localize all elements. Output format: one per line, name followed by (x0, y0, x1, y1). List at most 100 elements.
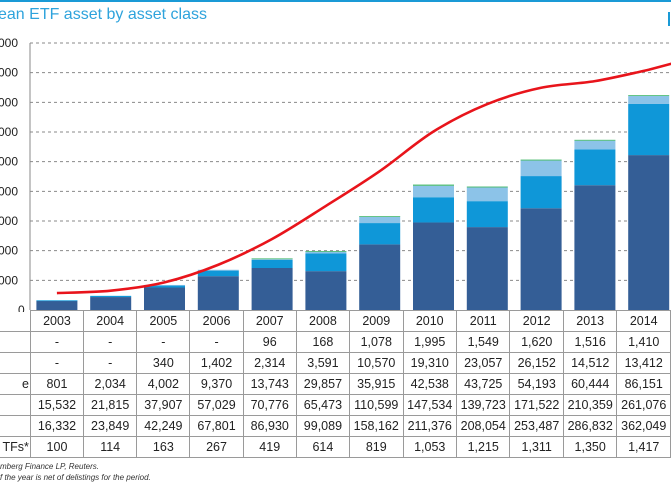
chart-title: ean ETF asset by asset class (0, 6, 207, 23)
table-cell: 42,249 (136, 415, 191, 437)
year-header: 2013 (562, 310, 618, 332)
table-cell: 261,076 (616, 394, 671, 416)
y-tick-label: 000 (0, 95, 18, 109)
bar-2009-series-0 (359, 244, 401, 310)
bar-2008-series-3 (305, 251, 347, 253)
table-cell: 168 (295, 331, 351, 353)
table-cell: 614 (295, 436, 351, 458)
table-cell: 99,089 (295, 415, 351, 437)
table-cell: 1,311 (509, 436, 564, 458)
table-cell: 253,487 (509, 415, 564, 437)
bar-2013-series-0 (574, 185, 616, 310)
row-label: e (0, 373, 31, 395)
y-tick-label: 000 (0, 184, 18, 198)
table-cell: - (136, 331, 191, 353)
table-cell: 10,570 (349, 352, 404, 374)
table-row: - - - -96 168 1,078 1,995 1,549 1,620 1,516 1,410 (0, 331, 671, 353)
year-header: 2012 (509, 310, 564, 332)
bar-2011-series-3 (466, 186, 508, 188)
year-header: 2003 (29, 310, 85, 332)
table-cell: 1,078 (349, 331, 404, 353)
bar-2012-series-1 (520, 176, 562, 209)
table-cell: 42,538 (402, 373, 457, 395)
bar-2007-series-0 (251, 268, 293, 310)
table-cell: - (83, 331, 138, 353)
bar-2008-series-2 (305, 251, 347, 254)
table-cell: - (83, 352, 138, 374)
table-cell: 114 (83, 436, 138, 458)
table-cell: 1,215 (455, 436, 511, 458)
y-tick-label: 000 (0, 214, 18, 228)
bar-2010-series-1 (413, 197, 454, 223)
row-label: TFs* (0, 436, 31, 458)
table-cell: 96 (242, 331, 297, 353)
table-cell: 419 (242, 436, 297, 458)
bar-2004-series-0 (90, 297, 132, 310)
bar-2005-series-0 (144, 287, 185, 310)
footnote-source: mberg Finance LP, Reuters. (0, 462, 100, 471)
row-label (0, 415, 31, 437)
table-row: e 801 2,034 4,002 9,370 13,743 29,857 35,915 42,… (0, 373, 671, 395)
table-cell: 60,444 (562, 373, 618, 395)
table-cell: 163 (136, 436, 191, 458)
table-cell: 37,907 (136, 394, 191, 416)
table-cell: 26,152 (509, 352, 564, 374)
table-cell: 158,162 (349, 415, 404, 437)
top-rule (0, 0, 671, 2)
y-tick-label: 000 (0, 155, 18, 169)
bar-2005-series-2 (144, 284, 185, 286)
table-cell: 100 (29, 436, 85, 458)
table-cell: 86,151 (616, 373, 671, 395)
axis-zero-spacer (0, 311, 30, 332)
table-cell: 801 (29, 373, 85, 395)
table-cell: 208,054 (455, 415, 511, 437)
table-cell: 110,599 (349, 394, 404, 416)
y-tick-label: 000 (0, 66, 18, 80)
table-cell: 9,370 (189, 373, 244, 395)
bar-2003-series-1 (36, 300, 78, 302)
table-cell: - (189, 331, 244, 353)
year-header: 2005 (136, 310, 191, 332)
table-cell: 15,532 (29, 394, 85, 416)
bar-2009-series-2 (359, 216, 401, 224)
y-tick-label: 000 (0, 273, 18, 287)
bar-2013-series-2 (574, 140, 616, 150)
bar-2011-series-2 (466, 187, 508, 202)
bar-2012-series-3 (520, 159, 562, 161)
table-cell: 35,915 (349, 373, 404, 395)
table-cell: 147,534 (402, 394, 457, 416)
y-tick-label: 000 (0, 125, 18, 139)
bar-2010-series-0 (413, 222, 454, 310)
table-cell: 286,832 (562, 415, 618, 437)
table-cell: 67,801 (189, 415, 244, 437)
table-cell: 70,776 (242, 394, 297, 416)
table-cell: 1,053 (402, 436, 457, 458)
bar-2003-series-0 (36, 300, 78, 310)
bar-2009-series-1 (359, 223, 401, 245)
table-cell: 1,410 (616, 331, 671, 353)
table-row: - -340 1,402 2,314 3,591 10,570 19,310 23,057 26… (0, 352, 671, 374)
table-header-row: 2003 2004 2005 2006 2007 2008 2009 2010 2011 2012… (0, 310, 671, 332)
table-cell: 2,034 (83, 373, 138, 395)
data-table: 2003 2004 2005 2006 2007 2008 2009 2010 2011 2012… (0, 310, 671, 458)
table-cell: 4,002 (136, 373, 191, 395)
bar-2012-series-0 (520, 208, 562, 310)
table-cell: 13,743 (242, 373, 297, 395)
year-header: 2014 (616, 310, 671, 332)
table-cell: 362,049 (616, 415, 671, 437)
bar-2014-series-1 (628, 103, 670, 156)
table-cell: 210,359 (562, 394, 618, 416)
y-tick-label: 0 (18, 303, 25, 312)
bar-2008-series-1 (305, 253, 347, 272)
table-cell: 211,376 (402, 415, 457, 437)
bar-2007-series-3 (251, 258, 293, 260)
row-label (0, 394, 31, 416)
bar-2006-series-1 (197, 270, 239, 277)
bar-2012-series-2 (520, 160, 562, 177)
y-tick-label: 000 (0, 244, 18, 258)
y-tick-label: 000 (0, 36, 18, 50)
table-cell: 1,417 (616, 436, 671, 458)
table-cell: 2,314 (242, 352, 297, 374)
table-cell: 23,057 (455, 352, 511, 374)
